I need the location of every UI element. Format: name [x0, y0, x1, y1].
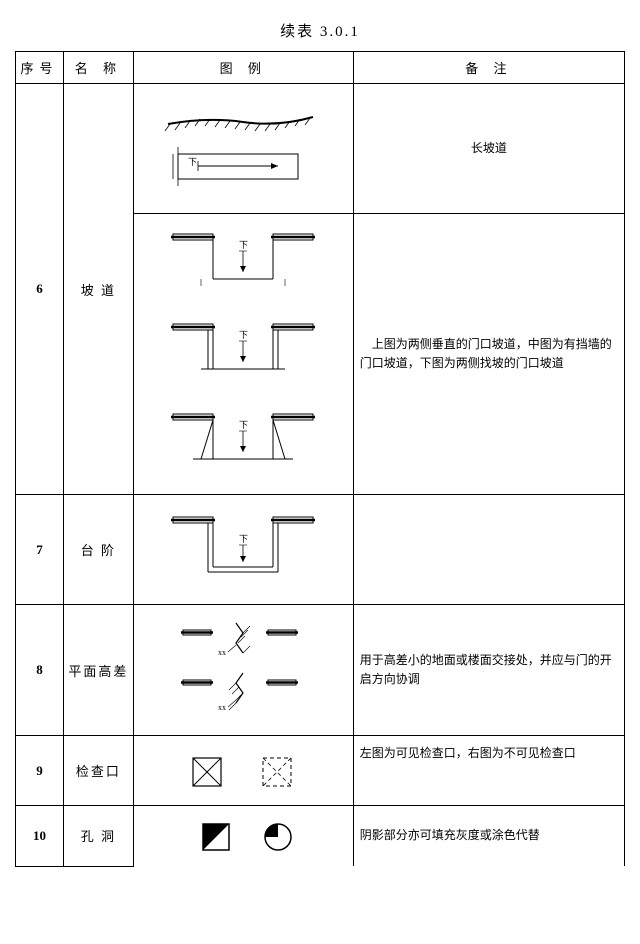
row6-remark-1: 长坡道: [353, 84, 624, 214]
row9-diagram: [133, 736, 353, 806]
row10-remark: 阴影部分亦可填充灰度或涂色代替: [353, 806, 624, 867]
row10-num: 10: [16, 806, 64, 867]
row7-diagram: 下: [133, 495, 353, 605]
level-diff-icon: xx xx: [158, 615, 328, 725]
row10-name: 孔 洞: [63, 806, 133, 867]
table-row: 7 台 阶 下: [16, 495, 625, 605]
table-row: 10 孔 洞 阴影部分亦可填充灰度或涂色代替: [16, 806, 625, 867]
svg-text:xx: xx: [218, 703, 226, 712]
row6-diagram-2: 下 下: [133, 214, 353, 495]
svg-text:下: 下: [239, 330, 248, 340]
svg-text:下: 下: [239, 240, 248, 250]
svg-text:下: 下: [239, 534, 248, 544]
row6-remark-2: 上图为两侧垂直的门口坡道，中图为有挡墙的门口坡道，下图为两侧找坡的门口坡道: [353, 214, 624, 495]
row7-name: 台 阶: [63, 495, 133, 605]
entrance-ramp-icon: 下 下: [153, 224, 333, 484]
header-name: 名 称: [63, 52, 133, 84]
inspection-port-icon: [163, 748, 323, 793]
row8-diagram: xx xx: [133, 605, 353, 736]
step-icon: 下: [153, 507, 333, 592]
header-row: 序号 名 称 图 例 备 注: [16, 52, 625, 84]
row8-num: 8: [16, 605, 64, 736]
table-title: 续表 3.0.1: [15, 20, 625, 41]
header-num: 序号: [16, 52, 64, 84]
row8-remark: 用于高差小的地面或楼面交接处，并应与门的开启方向协调: [353, 605, 624, 736]
header-diagram: 图 例: [133, 52, 353, 84]
symbols-table: 序号 名 称 图 例 备 注 6 坡 道 下: [15, 51, 625, 867]
row6-name: 坡 道: [63, 84, 133, 495]
row8-name: 平面高差: [63, 605, 133, 736]
hole-icon: [163, 816, 323, 856]
table-row: 9 检查口 左图为可见检查口，右图为不可见检查口: [16, 736, 625, 806]
row7-remark: [353, 495, 624, 605]
header-remark: 备 注: [353, 52, 624, 84]
row9-name: 检查口: [63, 736, 133, 806]
row9-num: 9: [16, 736, 64, 806]
row7-num: 7: [16, 495, 64, 605]
table-row: 8 平面高差 xx xx: [16, 605, 625, 736]
svg-text:下: 下: [188, 157, 197, 167]
long-ramp-icon: 下: [158, 99, 328, 199]
table-row: 6 坡 道 下 长坡道: [16, 84, 625, 214]
svg-text:xx: xx: [218, 648, 226, 657]
row6-diagram-1: 下: [133, 84, 353, 214]
row6-num: 6: [16, 84, 64, 495]
row10-diagram: [133, 806, 353, 867]
row9-remark: 左图为可见检查口，右图为不可见检查口: [353, 736, 624, 806]
svg-text:下: 下: [239, 420, 248, 430]
